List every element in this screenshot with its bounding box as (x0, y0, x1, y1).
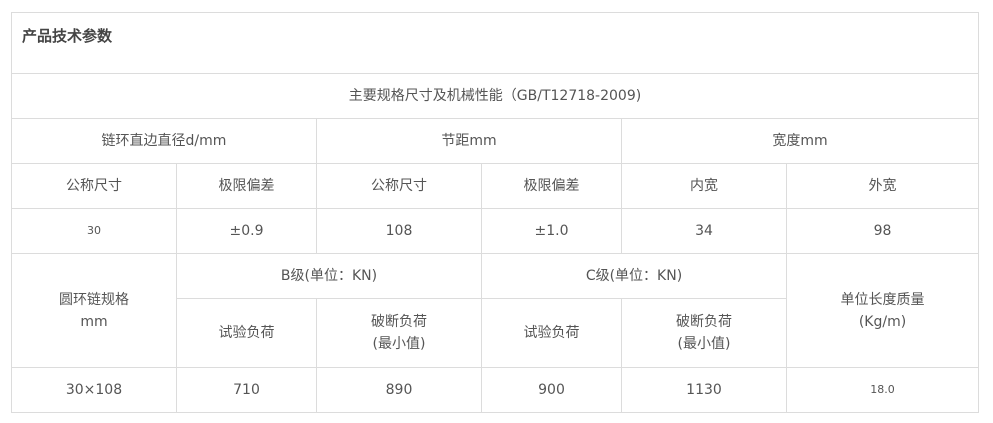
nominal-header: 公称尺寸 (11, 163, 177, 209)
diameter-tolerance: ±0.9 (176, 208, 317, 254)
b-grade-header: B级(单位：KN) (176, 253, 482, 299)
inner-width-value: 34 (621, 208, 787, 254)
nominal-header: 公称尺寸 (316, 163, 482, 209)
tolerance-header: 极限偏差 (481, 163, 622, 209)
spec-table: 产品技术参数 主要规格尺寸及机械性能（GB/T12718-2009) 链环直边直… (10, 12, 980, 413)
pitch-value: 108 (316, 208, 482, 254)
width-header: 宽度mm (620, 118, 980, 164)
diameter-value: 30 (11, 208, 177, 254)
pitch-header: 节距mm (316, 118, 622, 164)
c-break-load: 1130 (621, 367, 787, 413)
outer-width-header: 外宽 (785, 163, 980, 209)
b-test-load: 710 (176, 367, 317, 413)
inner-width-header: 内宽 (621, 163, 787, 209)
spec-header: 圆环链规格 mm (11, 253, 177, 368)
c-grade-header: C级(单位：KN) (481, 253, 787, 299)
break-load-header: 破断负荷 (最小值) (316, 298, 482, 368)
pitch-tolerance: ±1.0 (481, 208, 622, 254)
section-title: 产品技术参数 (10, 12, 980, 74)
spec-value: 30×108 (11, 367, 177, 413)
b-break-load: 890 (316, 367, 482, 413)
mass-value: 18.0 (785, 367, 980, 413)
c-test-load: 900 (481, 367, 622, 413)
test-load-header: 试验负荷 (176, 298, 317, 368)
tolerance-header: 极限偏差 (176, 163, 317, 209)
mass-header: 单位长度质量 (Kg/m) (785, 253, 980, 368)
standard-header: 主要规格尺寸及机械性能（GB/T12718-2009) (10, 73, 980, 119)
test-load-header: 试验负荷 (481, 298, 622, 368)
break-load-header: 破断负荷 (最小值) (621, 298, 787, 368)
outer-width-value: 98 (785, 208, 980, 254)
diameter-header: 链环直边直径d/mm (11, 118, 317, 164)
